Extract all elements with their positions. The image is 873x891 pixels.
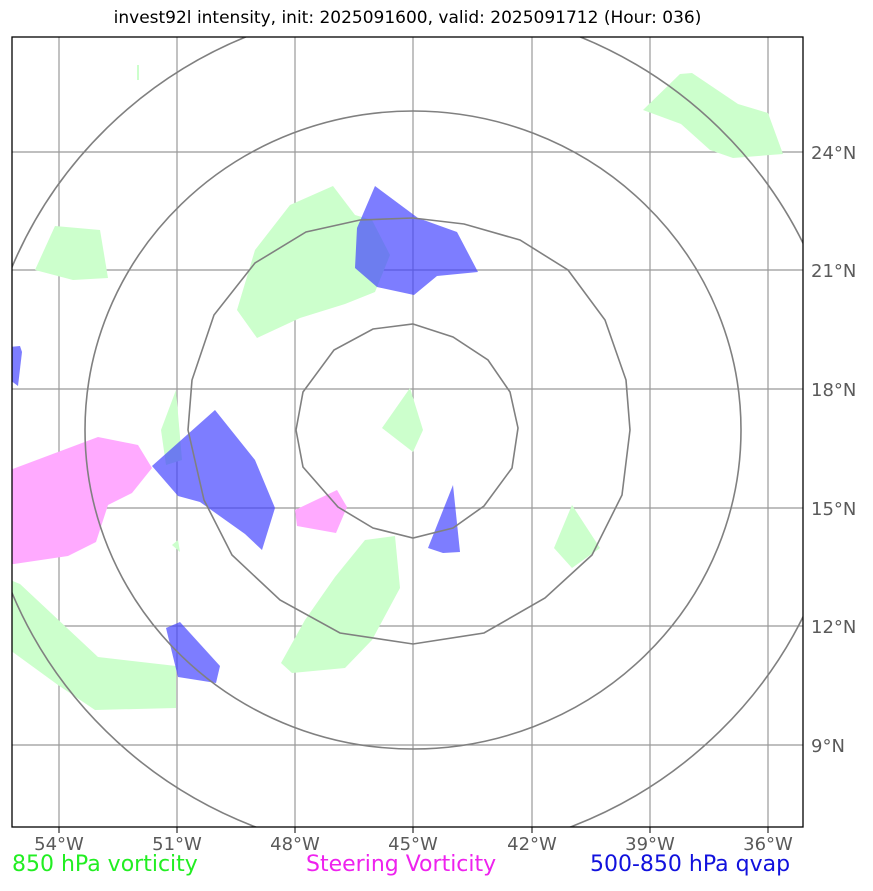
distance-ring-1	[295, 323, 519, 539]
qvap-areas	[12, 186, 478, 683]
vorticity-850-area	[12, 580, 176, 710]
legend-steering-vorticity: Steering Vorticity	[306, 852, 497, 877]
legend-850-vorticity: 850 hPa vorticity	[12, 852, 198, 877]
qvap-area	[166, 622, 220, 683]
steering-vorticity-area	[295, 490, 347, 533]
vorticity-850-area	[172, 540, 180, 552]
lon-label: 51°W	[152, 834, 202, 855]
vorticity-850-areas	[12, 65, 783, 710]
steering-vorticity-area	[12, 437, 152, 564]
lon-label: 54°W	[34, 834, 84, 855]
qvap-area	[355, 186, 478, 295]
plot-frame	[11, 36, 804, 828]
qvap-area	[428, 485, 460, 553]
lat-label: 15°N	[811, 499, 856, 520]
vorticity-850-area	[554, 505, 600, 568]
lat-label: 12°N	[811, 617, 856, 638]
steering-vorticity-areas	[12, 437, 347, 564]
qvap-area	[12, 346, 22, 386]
lat-label: 9°N	[811, 736, 845, 757]
graticule	[12, 37, 803, 827]
vorticity-850-area	[137, 65, 139, 80]
lat-label: 24°N	[811, 143, 856, 164]
map-title: invest92l intensity, init: 2025091600, v…	[113, 8, 702, 28]
distance-ring-2	[187, 217, 631, 645]
qvap-area	[152, 410, 275, 550]
lat-label: 21°N	[811, 261, 856, 282]
lon-label: 48°W	[270, 834, 320, 855]
vorticity-850-area	[281, 536, 400, 673]
lon-label: 45°W	[388, 834, 438, 855]
lon-label: 39°W	[625, 834, 675, 855]
distance-ring-3	[84, 110, 742, 750]
vorticity-850-area	[237, 186, 390, 338]
distance-rings	[12, 37, 803, 827]
vorticity-850-area	[643, 73, 783, 158]
lon-label: 42°W	[507, 834, 557, 855]
vorticity-850-area	[382, 388, 423, 452]
lon-label: 36°W	[743, 834, 793, 855]
vorticity-850-area	[35, 226, 108, 280]
lat-label: 18°N	[811, 380, 856, 401]
legend-qvap: 500-850 hPa qvap	[590, 852, 791, 877]
